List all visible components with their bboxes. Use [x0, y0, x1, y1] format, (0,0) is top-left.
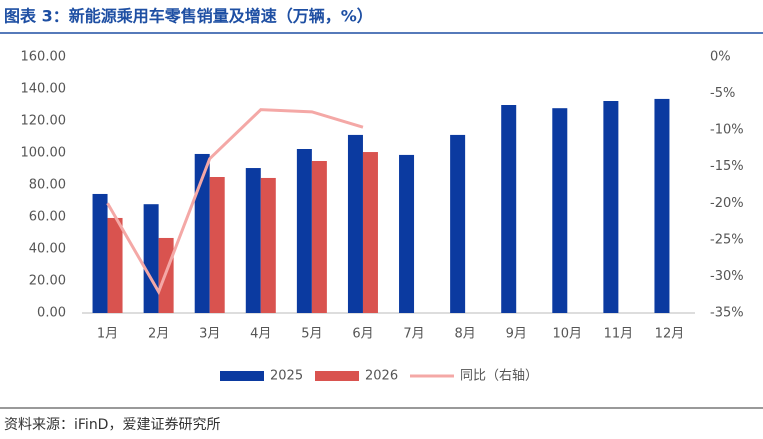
y-tick-label: 0.00	[37, 306, 66, 321]
x-tick-label: 12月	[655, 327, 685, 342]
bar	[245, 168, 261, 313]
chart-title: 图表 3：新能源乘用车零售销量及增速（万辆，%）	[4, 7, 373, 26]
legend-swatch	[220, 371, 264, 381]
x-tick-label: 9月	[506, 327, 527, 342]
legend-label: 2026	[365, 369, 398, 384]
bar	[501, 105, 517, 313]
bar	[92, 193, 108, 313]
y2-tick-label: -35%	[710, 306, 744, 321]
line	[106, 108, 364, 296]
x-tick-label: 6月	[352, 327, 373, 342]
y-tick-label: 40.00	[29, 242, 66, 257]
x-tick-label: 7月	[403, 327, 424, 342]
x-tick-label: 4月	[250, 327, 271, 342]
legend-swatch	[315, 371, 359, 381]
legend-label: 2025	[270, 369, 303, 384]
y-tick-label: 100.00	[21, 146, 67, 161]
bar	[362, 152, 378, 313]
y-tick-label: 60.00	[29, 210, 66, 225]
bar	[260, 177, 276, 313]
y-tick-label: 20.00	[29, 274, 66, 289]
y-tick-label: 140.00	[21, 82, 67, 97]
y-tick-label: 120.00	[21, 114, 67, 129]
y-tick-label: 160.00	[21, 50, 67, 65]
x-tick-label: 3月	[199, 327, 220, 342]
source: 资料来源：iFinD，爱建证券研究所	[4, 417, 220, 433]
x-tick-label: 8月	[454, 327, 475, 342]
bar	[194, 153, 210, 313]
y2-tick-label: 0%	[710, 50, 731, 65]
x-tick-label: 2月	[148, 327, 169, 342]
bar	[399, 154, 415, 313]
y2-tick-label: -10%	[710, 123, 744, 138]
bar	[654, 98, 670, 313]
x-tick-label: 11月	[604, 327, 634, 342]
bar	[107, 217, 123, 313]
bar	[209, 177, 225, 313]
legend-label: 同比（右轴）	[460, 369, 538, 384]
y2-tick-label: -20%	[710, 196, 744, 211]
y2-tick-label: -15%	[710, 159, 744, 174]
x-tick-label: 5月	[301, 327, 322, 342]
y2-tick-label: -25%	[710, 232, 744, 247]
x-tick-label: 10月	[553, 327, 583, 342]
bar	[296, 149, 312, 313]
y2-tick-label: -5%	[710, 86, 735, 101]
bar	[552, 108, 568, 313]
bar	[347, 134, 363, 313]
y-tick-label: 80.00	[29, 178, 66, 193]
bar	[311, 161, 327, 313]
y2-tick-label: -30%	[710, 269, 744, 284]
bar	[143, 204, 159, 313]
bar	[450, 134, 466, 313]
x-tick-label: 1月	[97, 327, 118, 342]
bar	[603, 101, 619, 313]
